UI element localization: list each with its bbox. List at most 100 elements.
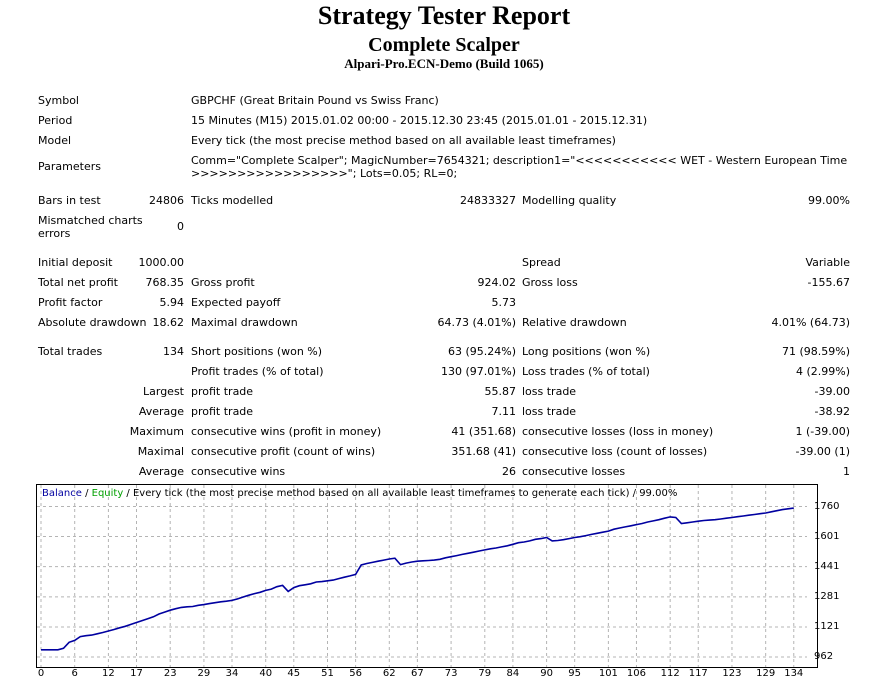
x-tick-label: 67 [411, 668, 424, 679]
average-label: Average [138, 405, 184, 418]
largest-profit-label: profit trade [191, 385, 254, 398]
absolute-drawdown-label: Absolute drawdown [38, 316, 147, 329]
average-consecutive-wins-value: 26 [502, 465, 516, 478]
average-consecutive-losses-value: 1 [843, 465, 850, 478]
x-tick-label: 62 [382, 668, 396, 679]
y-tick-label: 1121 [814, 621, 840, 633]
bars-label: Bars in test [38, 194, 101, 207]
x-tick-label: 106 [626, 668, 647, 679]
long-positions-value: 71 (98.59%) [781, 345, 850, 358]
profit-factor-label: Profit factor [38, 296, 103, 309]
profit-trades-label: Profit trades (% of total) [191, 365, 324, 378]
parameters-line-1: Comm="Complete Scalper"; MagicNumber=765… [191, 154, 848, 167]
x-tick-label: 23 [163, 668, 177, 679]
quality-value: 99.00% [808, 194, 850, 207]
average-loss-value: -38.92 [814, 405, 850, 418]
x-tick-label: 45 [287, 668, 301, 679]
total-trades-value: 134 [163, 345, 184, 358]
profit-trades-value: 130 (97.01%) [440, 365, 516, 378]
gross-profit-label: Gross profit [191, 276, 255, 289]
legend-description: / Every tick (the most precise method ba… [123, 488, 678, 499]
max-consecutive-wins-value: 41 (351.68) [451, 425, 516, 438]
total-trades-label: Total trades [38, 345, 103, 358]
relative-drawdown-value: 4.01% (64.73) [771, 316, 850, 329]
mismatch-label-2: errors [38, 227, 71, 240]
period-label: Period [38, 114, 73, 127]
average-loss-label: loss trade [522, 405, 577, 418]
expected-payoff-value: 5.73 [491, 296, 517, 309]
absolute-drawdown-value: 18.62 [152, 316, 185, 329]
legend-balance: Balance [42, 488, 82, 499]
average-consecutive-losses-label: consecutive losses [522, 465, 626, 478]
bars-value: 24806 [149, 194, 184, 207]
x-tick-label: 29 [197, 668, 211, 679]
maximal-consecutive-profit-label: consecutive profit (count of wins) [191, 445, 376, 458]
short-positions-label: Short positions (won %) [191, 345, 323, 358]
net-profit-value: 768.35 [145, 276, 185, 289]
expert-name: Complete Scalper [368, 34, 520, 56]
legend-separator: / [81, 488, 92, 499]
x-tick-label: 95 [568, 668, 582, 679]
series-line-balance [41, 507, 794, 651]
ticks-label: Ticks modelled [191, 194, 274, 207]
y-tick-label: 1601 [814, 530, 840, 542]
ticks-value: 24833327 [460, 194, 516, 207]
average-profit-label: profit trade [191, 405, 254, 418]
x-tick-label: 129 [756, 668, 776, 679]
period-value: 15 Minutes (M15) 2015.01.02 00:00 - 2015… [191, 114, 648, 127]
symbol-value: GBPCHF (Great Britain Pound vs Swiss Fra… [191, 94, 439, 107]
x-tick-label: 73 [444, 668, 458, 679]
chart-legend: Balance / Equity / Every tick (the most … [42, 488, 677, 499]
max-consecutive-losses-value: 1 (-39.00) [795, 425, 850, 438]
spread-value: Variable [805, 256, 850, 269]
mismatch-label-1: Mismatched charts [38, 214, 143, 227]
expected-payoff-label: Expected payoff [191, 296, 281, 309]
mismatch-value: 0 [177, 220, 184, 233]
deposit-label: Initial deposit [38, 256, 113, 269]
parameters-label: Parameters [38, 160, 101, 173]
largest-loss-value: -39.00 [814, 385, 850, 398]
x-tick-label: 56 [349, 668, 362, 679]
x-tick-label: 0 [37, 668, 45, 679]
largest-label: Largest [143, 385, 184, 398]
maximum-label: Maximum [129, 425, 184, 438]
x-tick-label: 90 [540, 668, 553, 679]
symbol-label: Symbol [38, 94, 79, 107]
short-positions-value: 63 (95.24%) [447, 345, 516, 358]
balance-chart: Balance / Equity / Every tick (the most … [36, 484, 839, 668]
gross-loss-value: -155.67 [807, 276, 850, 289]
maximal-label: Maximal [137, 445, 184, 458]
x-tick-label: 6 [71, 668, 78, 679]
x-tick-label: 12 [102, 668, 115, 679]
max-consecutive-losses-label: consecutive losses (loss in money) [522, 425, 714, 438]
maximal-drawdown-label: Maximal drawdown [191, 316, 298, 329]
long-positions-label: Long positions (won %) [522, 345, 651, 358]
server-info: Alpari-Pro.ECN-Demo (Build 1065) [344, 56, 544, 71]
x-tick-label: 117 [688, 668, 708, 679]
y-tick-label: 1760 [814, 500, 840, 512]
x-tick-label: 79 [478, 668, 492, 679]
maximal-consecutive-profit-value: 351.68 (41) [451, 445, 516, 458]
parameters-line-2: >>>>>>>>>>>>>>>>>"; Lots=0.05; RL=0; [191, 167, 458, 180]
maximal-consecutive-loss-label: consecutive loss (count of losses) [522, 445, 708, 458]
x-tick-label: 84 [506, 668, 520, 679]
gross-loss-label: Gross loss [522, 276, 578, 289]
legend-equity: Equity [91, 488, 124, 499]
deposit-value: 1000.00 [138, 256, 185, 269]
spread-label: Spread [522, 256, 561, 269]
maximal-drawdown-value: 64.73 (4.01%) [437, 316, 516, 329]
quality-label: Modelling quality [522, 194, 617, 207]
x-tick-label: 123 [722, 668, 742, 679]
loss-trades-value: 4 (2.99%) [795, 365, 850, 378]
y-tick-label: 1441 [814, 560, 840, 572]
model-value: Every tick (the most precise method base… [191, 134, 616, 147]
x-tick-label: 51 [321, 668, 334, 679]
x-tick-label: 34 [225, 668, 239, 679]
y-tick-label: 962 [814, 651, 834, 662]
maximal-consecutive-loss-value: -39.00 (1) [795, 445, 850, 458]
y-tick-label: 1281 [814, 590, 840, 602]
loss-trades-label: Loss trades (% of total) [522, 365, 650, 378]
x-tick-label: 40 [259, 668, 273, 679]
x-tick-label: 134 [784, 668, 804, 679]
report-title: Strategy Tester Report [317, 1, 571, 30]
